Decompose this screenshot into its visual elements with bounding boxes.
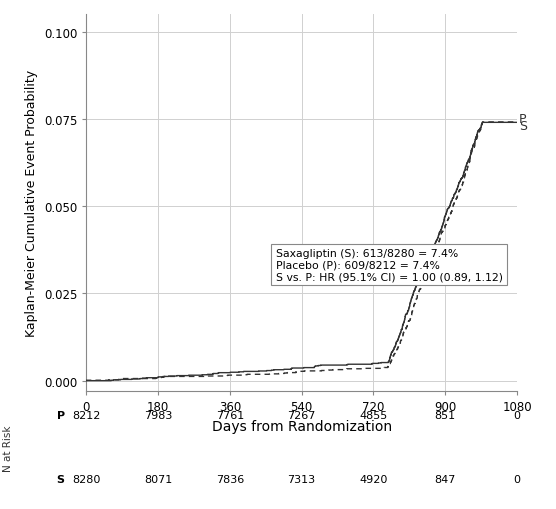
Text: 851: 851 bbox=[435, 410, 456, 420]
Text: 8280: 8280 bbox=[72, 474, 101, 485]
Text: 8212: 8212 bbox=[72, 410, 101, 420]
Text: 0: 0 bbox=[514, 474, 520, 485]
Text: 847: 847 bbox=[435, 474, 456, 485]
Text: 0: 0 bbox=[514, 410, 520, 420]
Text: 7313: 7313 bbox=[287, 474, 316, 485]
Text: P: P bbox=[519, 112, 527, 126]
Text: 8071: 8071 bbox=[144, 474, 172, 485]
Text: 7836: 7836 bbox=[216, 474, 244, 485]
Text: N at Risk: N at Risk bbox=[3, 425, 13, 471]
Text: Saxagliptin (S): 613/8280 = 7.4%
Placebo (P): 609/8212 = 7.4%
S vs. P: HR (95.1%: Saxagliptin (S): 613/8280 = 7.4% Placebo… bbox=[276, 248, 503, 281]
Y-axis label: Kaplan-Meier Cumulative Event Probability: Kaplan-Meier Cumulative Event Probabilit… bbox=[25, 70, 38, 336]
Text: S: S bbox=[57, 474, 64, 485]
Text: 4855: 4855 bbox=[359, 410, 388, 420]
Text: S: S bbox=[519, 120, 527, 133]
Text: 7761: 7761 bbox=[216, 410, 244, 420]
Text: 7983: 7983 bbox=[144, 410, 172, 420]
X-axis label: Days from Randomization: Days from Randomization bbox=[212, 419, 391, 433]
Text: 7267: 7267 bbox=[287, 410, 316, 420]
Text: 4920: 4920 bbox=[359, 474, 388, 485]
Text: P: P bbox=[57, 410, 64, 420]
